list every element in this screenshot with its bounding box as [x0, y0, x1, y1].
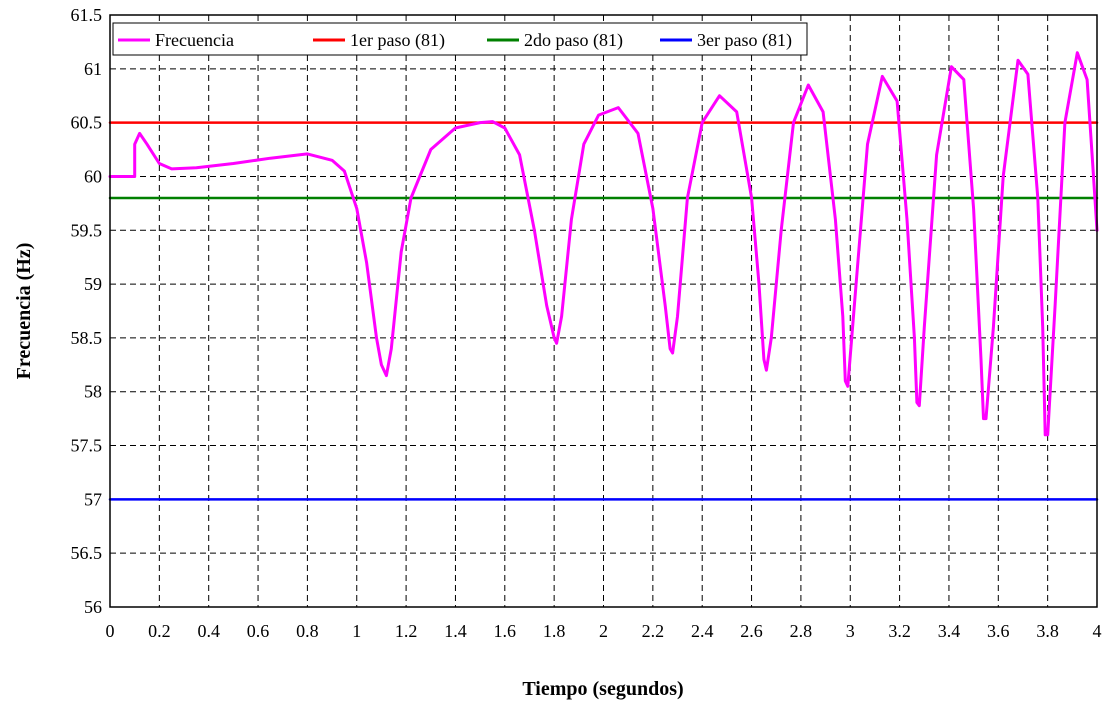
y-tick-label: 58.5: [71, 328, 103, 348]
y-tick-label: 59.5: [71, 220, 103, 240]
x-tick-label: 3.6: [987, 621, 1010, 641]
x-tick-label: 2.2: [642, 621, 665, 641]
x-tick-label: 3: [846, 621, 855, 641]
x-tick-label: 3.2: [888, 621, 911, 641]
x-tick-label: 0.6: [247, 621, 270, 641]
y-tick-label: 61.5: [71, 5, 103, 25]
x-axis-ticks: 0 0.2 0.4 0.6 0.8 1 1.2 1.4 1.6 1.8 2 2.2 2.4 2.6 2.8 3…: [106, 621, 1102, 641]
y-axis-ticks: 56 56.5 57 57.5 58 58.5 59 59.5 60 60.5 61 61.5: [71, 5, 103, 617]
y-tick-label: 56.5: [71, 543, 103, 563]
x-tick-label: 1: [352, 621, 361, 641]
legend: Frecuencia 1er paso (81) 2do paso (81) 3er …: [112, 22, 808, 56]
y-tick-label: 57: [84, 489, 102, 509]
y-tick-label: 58: [84, 382, 102, 402]
x-tick-label: 3.4: [938, 621, 961, 641]
legend-label-3er-paso-81: 3er paso (81): [697, 30, 792, 51]
y-axis-title: Frecuencia (Hz): [13, 243, 35, 380]
x-tick-label: 3.8: [1036, 621, 1059, 641]
x-tick-label: 0.8: [296, 621, 319, 641]
x-tick-label: 4: [1093, 621, 1102, 641]
y-tick-label: 56: [84, 597, 102, 617]
x-tick-label: 1.2: [395, 621, 418, 641]
x-tick-label: 0.4: [197, 621, 220, 641]
x-tick-label: 0: [106, 621, 115, 641]
legend-label-2do-paso-81: 2do paso (81): [524, 30, 623, 51]
x-tick-label: 1.6: [494, 621, 517, 641]
x-tick-label: 1.8: [543, 621, 566, 641]
series-line-frecuencia: [108, 51, 1099, 437]
y-tick-label: 57.5: [71, 436, 103, 456]
x-axis-title: Tiempo (segundos): [522, 678, 683, 700]
x-tick-label: 2: [599, 621, 608, 641]
x-tick-label: 2.8: [790, 621, 813, 641]
x-tick-label: 1.4: [444, 621, 467, 641]
y-tick-label: 59: [84, 274, 102, 294]
x-tick-label: 0.2: [148, 621, 171, 641]
plot-area-frame: [109, 14, 1098, 608]
y-tick-label: 60.5: [71, 113, 103, 133]
legend-label-1er-paso-81: 1er paso (81): [350, 30, 445, 51]
x-tick-label: 2.6: [740, 621, 763, 641]
y-tick-label: 60: [84, 166, 102, 186]
series-layer: [108, 51, 1099, 501]
y-tick-label: 61: [84, 59, 102, 79]
legend-label-frecuencia: Frecuencia: [155, 30, 234, 50]
x-tick-label: 2.4: [691, 621, 714, 641]
